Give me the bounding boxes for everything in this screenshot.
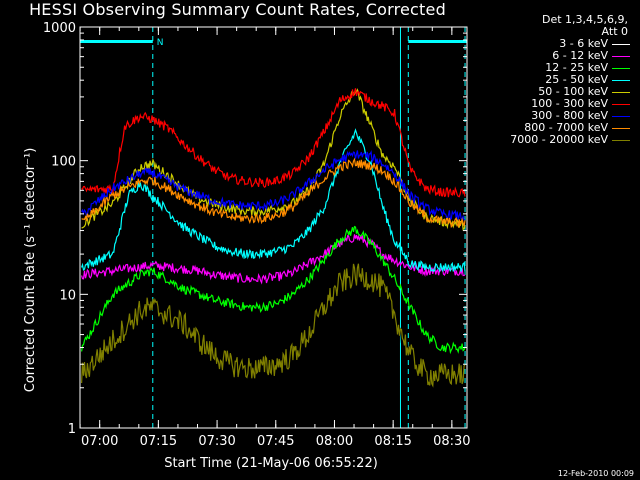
y-tick-label: 1 — [68, 422, 76, 437]
legend-item: 7000 - 20000 keV — [478, 134, 636, 146]
legend-swatch — [612, 140, 630, 141]
legend-swatch — [612, 104, 630, 105]
series-line-12-25-kev — [81, 225, 466, 355]
legend-swatch — [612, 44, 630, 45]
legend-item-label: 6 - 12 keV — [552, 49, 608, 62]
legend-item: 12 - 25 keV — [478, 62, 636, 74]
observing-band-label-0: N — [157, 38, 164, 48]
legend-item: 50 - 100 keV — [478, 86, 636, 98]
x-tick-label: 08:15 — [374, 434, 411, 449]
series-line-100-300-kev — [81, 88, 466, 198]
legend-item: 6 - 12 keV — [478, 50, 636, 62]
legend-swatch — [612, 92, 630, 93]
x-axis-label: Start Time (21-May-06 06:55:22) — [164, 456, 378, 471]
y-tick-label: 1000 — [43, 21, 76, 36]
y-tick-label: 100 — [51, 155, 76, 170]
legend-item-label: 100 - 300 keV — [531, 97, 608, 110]
x-tick-label: 07:30 — [198, 434, 235, 449]
series-line-50-100-kev — [81, 88, 466, 231]
series-line-25-50-kev — [81, 128, 466, 273]
legend: Det 1,3,4,5,6,9, Att 0 3 - 6 keV 6 - 12 k… — [478, 14, 636, 146]
legend-item-label: 7000 - 20000 keV — [510, 133, 608, 146]
legend-item: 25 - 50 keV — [478, 74, 636, 86]
legend-item: 3 - 6 keV — [478, 38, 636, 50]
series-line-3-6-kev — [81, 265, 466, 428]
x-tick-label: 07:00 — [81, 434, 118, 449]
tick-labels: 1 10 100 1000 07:00 07:15 07:30 07:45 08:00 08:15… — [43, 21, 471, 449]
series-line-300-800-kev — [81, 149, 466, 222]
series-line-7000-20000-kev — [81, 263, 466, 388]
legend-swatch — [612, 80, 630, 81]
legend-item: 300 - 800 keV — [478, 110, 636, 122]
plot-frame — [79, 26, 468, 429]
observing-bands: N — [80, 38, 467, 48]
legend-item-label: 300 - 800 keV — [531, 109, 608, 122]
legend-item-label: 50 - 100 keV — [538, 85, 608, 98]
legend-swatch — [612, 68, 630, 69]
legend-swatch — [612, 56, 630, 57]
series-line-6-12-kev — [81, 234, 466, 285]
observing-band-1 — [408, 40, 467, 43]
x-tick-label: 08:00 — [316, 434, 353, 449]
legend-header-attenuator: Att 0 — [601, 25, 628, 38]
legend-item-label: 800 - 7000 keV — [524, 121, 608, 134]
observing-band-0 — [80, 40, 153, 43]
series-lines — [81, 88, 466, 428]
x-tick-label: 07:45 — [257, 434, 294, 449]
legend-item-label: 25 - 50 keV — [545, 73, 608, 86]
legend-item: 100 - 300 keV — [478, 98, 636, 110]
vertical-marker-lines — [152, 27, 466, 428]
series-line-800-7000-kev — [81, 157, 466, 229]
timestamp: 12-Feb-2010 00:09 — [557, 469, 634, 478]
legend-item: 800 - 7000 keV — [478, 122, 636, 134]
y-axis-label: Corrected Count Rate (s⁻¹ detector⁻¹) — [23, 148, 38, 393]
chart-title: HESSI Observing Summary Count Rates, Cor… — [29, 0, 446, 19]
legend-swatch — [612, 116, 630, 117]
legend-item-label: 12 - 25 keV — [545, 61, 608, 74]
legend-swatch — [612, 128, 630, 129]
axes — [79, 26, 468, 429]
x-tick-label: 07:15 — [140, 434, 177, 449]
legend-item-label: 3 - 6 keV — [559, 37, 608, 50]
y-tick-label: 10 — [59, 288, 76, 303]
x-tick-label: 08:30 — [433, 434, 470, 449]
legend-header-detectors: Det 1,3,4,5,6,9, — [541, 13, 628, 26]
